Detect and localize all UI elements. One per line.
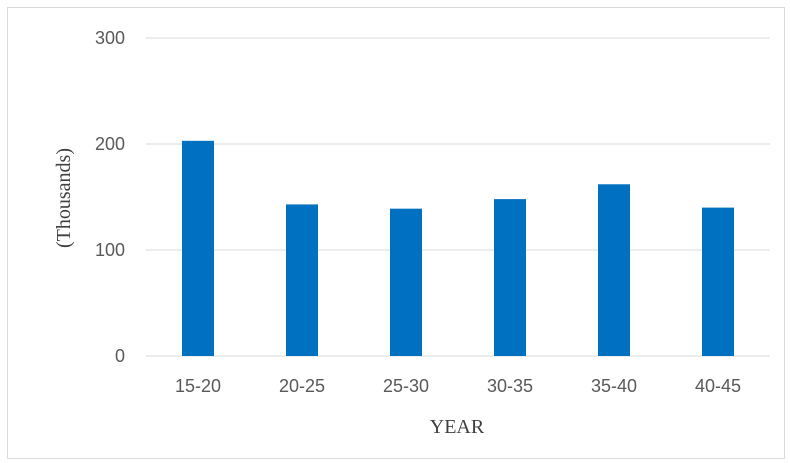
y-axis-title: (Thousands) xyxy=(53,148,75,248)
gridlines xyxy=(146,37,770,357)
bar-35-40 xyxy=(598,184,630,356)
y-tick-label: 200 xyxy=(95,134,125,154)
bar-40-45 xyxy=(702,207,734,356)
y-axis-ticks: 0 100 200 300 xyxy=(95,28,125,366)
x-tick-label: 25-30 xyxy=(383,376,429,396)
bar-25-30 xyxy=(390,208,422,356)
bars xyxy=(182,140,734,356)
x-tick-label: 20-25 xyxy=(279,376,325,396)
y-tick-label: 0 xyxy=(115,346,125,366)
x-axis-ticks: 15-20 20-25 25-30 30-35 35-40 40-45 xyxy=(175,376,741,396)
x-tick-label: 30-35 xyxy=(487,376,533,396)
x-tick-label: 35-40 xyxy=(591,376,637,396)
x-tick-label: 15-20 xyxy=(175,376,221,396)
x-axis-title: YEAR xyxy=(430,416,485,438)
y-tick-label: 100 xyxy=(95,240,125,260)
x-tick-label: 40-45 xyxy=(695,376,741,396)
bar-30-35 xyxy=(494,199,526,356)
y-tick-label: 300 xyxy=(95,28,125,48)
bar-20-25 xyxy=(286,204,318,356)
bar-15-20 xyxy=(182,140,214,356)
